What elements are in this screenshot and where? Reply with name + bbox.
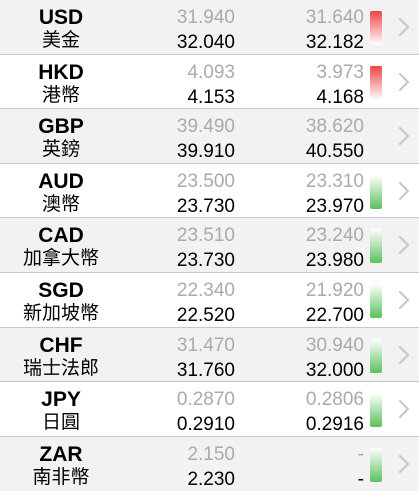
sell-cash-rate: 31.640 <box>305 7 364 28</box>
currency-name: 加拿大幣 <box>22 248 99 270</box>
rate-row-zar[interactable]: ZAR 南非幣 2.150 2.230 - - <box>0 436 419 492</box>
buy-spot-rate: 32.040 <box>176 32 235 53</box>
currency-code: SGD <box>38 278 84 302</box>
trend-bar <box>370 65 382 100</box>
currency-code: CHF <box>39 333 83 357</box>
buy-cash-rate: 0.2870 <box>176 389 235 411</box>
currency-code: AUD <box>38 169 84 193</box>
buy-spot-rate: 4.153 <box>187 86 235 108</box>
currency-name: 日圓 <box>41 412 80 434</box>
buy-spot-rate: 2.230 <box>187 468 235 490</box>
sell-cash-rate: 23.240 <box>305 225 364 247</box>
buy-cash-rate: 39.490 <box>176 116 235 138</box>
rate-row-cad[interactable]: CAD 加拿大幣 23.510 23.730 23.240 23.980 <box>0 218 419 273</box>
sell-spot-rate: 22.700 <box>305 304 364 326</box>
buy-spot-rate: 0.2910 <box>176 414 235 436</box>
chevron-right-icon[interactable] <box>393 232 415 258</box>
buy-spot-rate: 39.910 <box>176 141 235 163</box>
currency-name: 港幣 <box>41 84 80 106</box>
currency-code: CAD <box>38 224 84 248</box>
sell-cash-rate: 23.310 <box>305 170 364 192</box>
sell-cash-rate: 30.940 <box>305 334 364 356</box>
buy-cash-rate: 4.093 <box>187 61 235 83</box>
currency-name: 南非幣 <box>32 466 90 488</box>
currency-code: JPY <box>41 388 81 412</box>
chevron-right-icon[interactable] <box>393 396 415 422</box>
buy-cash-rate: 2.150 <box>187 443 235 465</box>
sell-spot-rate: 32.000 <box>305 359 364 381</box>
chevron-right-icon[interactable] <box>393 178 415 204</box>
chevron-right-icon[interactable] <box>393 123 415 149</box>
buy-cash-rate: 31.470 <box>176 334 235 356</box>
sell-spot-rate: - <box>357 468 364 490</box>
sell-spot-rate: 4.168 <box>316 86 364 108</box>
trend-bar <box>370 174 382 209</box>
sell-spot-rate: 0.2916 <box>305 414 364 436</box>
sell-spot-rate: 23.980 <box>305 250 364 272</box>
rate-row-gbp[interactable]: GBP 英鎊 39.490 39.910 38.620 40.550 <box>0 109 419 164</box>
currency-code: ZAR <box>39 442 83 466</box>
sell-cash-rate: 38.620 <box>305 116 364 138</box>
currency-name: 澳幣 <box>41 193 80 215</box>
trend-bar <box>370 393 382 428</box>
rate-row-aud[interactable]: AUD 澳幣 23.500 23.730 23.310 23.970 <box>0 164 419 219</box>
currency-code: USD <box>38 6 84 29</box>
currency-code: HKD <box>38 60 84 84</box>
rate-row-sgd[interactable]: SGD 新加坡幣 22.340 22.520 21.920 22.700 <box>0 273 419 328</box>
buy-spot-rate: 22.520 <box>176 304 235 326</box>
trend-bar <box>370 11 382 45</box>
rate-row-hkd[interactable]: HKD 港幣 4.093 4.153 3.973 4.168 <box>0 55 419 110</box>
buy-cash-rate: 22.340 <box>176 279 235 301</box>
sell-spot-rate: 40.550 <box>305 141 364 163</box>
sell-cash-rate: 21.920 <box>305 279 364 301</box>
rate-row-chf[interactable]: CHF 瑞士法郎 31.470 31.760 30.940 32.000 <box>0 327 419 383</box>
currency-name: 新加坡幣 <box>22 302 99 324</box>
buy-cash-rate: 23.500 <box>176 170 235 192</box>
trend-bar <box>370 338 382 373</box>
currency-name: 英鎊 <box>41 139 80 161</box>
chevron-right-icon[interactable] <box>393 14 415 40</box>
buy-cash-rate: 23.510 <box>176 225 235 247</box>
buy-spot-rate: 23.730 <box>176 195 235 217</box>
sell-cash-rate: 0.2806 <box>305 389 364 411</box>
rate-row-usd[interactable]: USD 美金 31.940 32.040 31.640 32.182 <box>0 0 419 55</box>
trend-bar <box>370 229 382 264</box>
buy-spot-rate: 31.760 <box>176 359 235 381</box>
currency-name: 美金 <box>41 30 80 51</box>
rate-row-jpy[interactable]: JPY 日圓 0.2870 0.2910 0.2806 0.2916 <box>0 382 419 437</box>
sell-spot-rate: 23.970 <box>305 195 364 217</box>
sell-spot-rate: 32.182 <box>305 32 364 53</box>
sell-cash-rate: - <box>357 443 364 465</box>
sell-cash-rate: 3.973 <box>316 61 364 83</box>
chevron-right-icon[interactable] <box>393 287 415 313</box>
trend-bar <box>370 447 382 482</box>
trend-bar <box>370 283 382 318</box>
currency-code: GBP <box>38 115 84 139</box>
currency-name: 瑞士法郎 <box>22 357 99 379</box>
chevron-right-icon[interactable] <box>393 342 415 368</box>
chevron-right-icon[interactable] <box>393 69 415 95</box>
buy-spot-rate: 23.730 <box>176 250 235 272</box>
buy-cash-rate: 31.940 <box>176 7 235 28</box>
chevron-right-icon[interactable] <box>393 451 415 477</box>
